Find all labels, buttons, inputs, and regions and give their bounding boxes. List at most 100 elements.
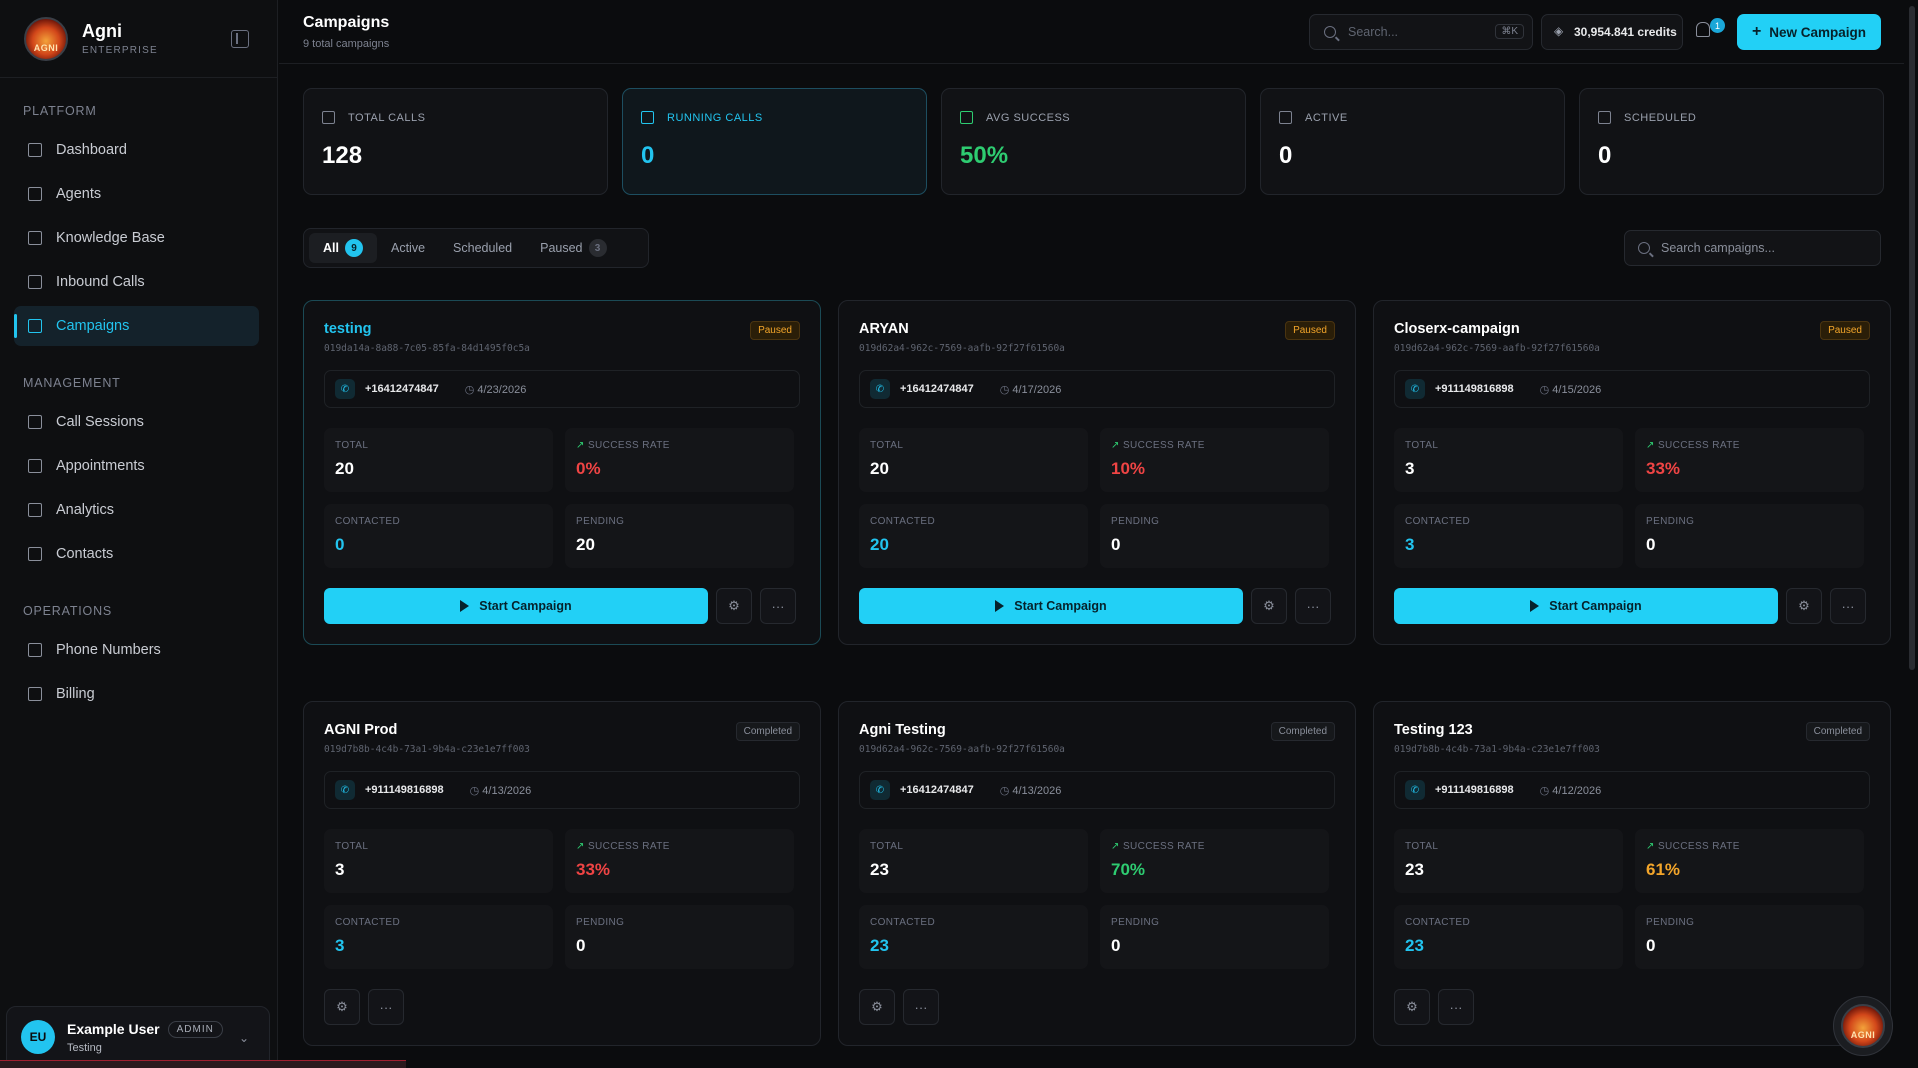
settings-button[interactable]: ⚙ [324,989,360,1025]
bell-icon[interactable] [1696,22,1710,37]
more-button[interactable]: ··· [903,989,939,1025]
metric-contacted: CONTACTED 23 [859,905,1088,969]
credits-badge[interactable]: 30,954.841 credits [1541,14,1683,50]
chart-icon [28,503,42,517]
more-button[interactable]: ··· [368,989,404,1025]
more-icon: ··· [914,999,928,1015]
more-button[interactable]: ··· [1295,588,1331,624]
campaign-name[interactable]: testing [324,321,372,337]
search-icon [1638,242,1650,254]
status-badge: Paused [1820,321,1870,340]
brand-name: Agni [82,21,122,41]
users-icon [28,187,42,201]
metric-total: TOTAL 3 [324,829,553,893]
campaign-name[interactable]: Testing 123 [1394,722,1473,738]
metric-contacted: CONTACTED 3 [1394,504,1623,568]
sidebar-item-agents[interactable]: Agents [14,174,259,214]
gear-icon: ⚙ [336,999,348,1014]
page-title: Campaigns [303,14,390,31]
tab-all[interactable]: All 9 [309,233,377,263]
metric-success-rate: SUCCESS RATE 33% [1635,428,1864,492]
tab-paused[interactable]: Paused 3 [526,233,620,263]
settings-button[interactable]: ⚙ [1251,588,1287,624]
calendar-icon [1279,111,1292,124]
phone-icon: ✆ [335,780,355,800]
campaign-id: 019d7b8b-4c4b-73a1-9b4a-c23e1e7ff003 [324,744,530,755]
new-campaign-button[interactable]: + New Campaign [1737,14,1881,50]
campaign-metrics: TOTAL 3 SUCCESS RATE 33% CONTACTED 3 PEN… [1394,428,1870,568]
settings-button[interactable]: ⚙ [716,588,752,624]
metric-contacted: CONTACTED 0 [324,504,553,568]
sidebar-item-billing[interactable]: Billing [14,674,259,714]
play-icon [995,600,1005,612]
global-search-input[interactable]: Search... ⌘K [1309,14,1533,50]
more-icon: ··· [1449,999,1463,1015]
campaign-card[interactable]: Testing 123 019d7b8b-4c4b-73a1-9b4a-c23e… [1373,701,1891,1046]
campaign-actions: ⚙ ··· [859,989,1335,1025]
filter-tabs: All 9 Active Scheduled Paused 3 [303,228,649,268]
sidebar-item-analytics[interactable]: Analytics [14,490,259,530]
gear-icon: ⚙ [728,598,740,613]
campaign-meta: ✆ +16412474847 4/23/2026 [324,370,800,408]
scrollbar[interactable] [1907,0,1918,1068]
campaign-date: 4/13/2026 [1000,784,1061,797]
campaign-actions: Start Campaign ⚙ ··· [324,588,800,624]
phone-icon: ✆ [335,379,355,399]
metric-total: TOTAL 23 [1394,829,1623,893]
notification-count: 1 [1710,18,1725,33]
tab-active[interactable]: Active [390,241,426,255]
campaign-metrics: TOTAL 3 SUCCESS RATE 33% CONTACTED 3 PEN… [324,829,800,969]
campaign-card[interactable]: Closerx-campaign 019d62a4-962c-7569-aafb… [1373,300,1891,645]
campaign-phone: +911149816898 [1435,784,1514,796]
start-campaign-button[interactable]: Start Campaign [1394,588,1778,624]
sidebar-item-contacts[interactable]: Contacts [14,534,259,574]
more-button[interactable]: ··· [1438,989,1474,1025]
scroll-thumb[interactable] [1909,6,1915,670]
campaign-name[interactable]: Agni Testing [859,722,946,738]
campaign-name[interactable]: AGNI Prod [324,722,398,738]
campaign-card[interactable]: ARYAN 019d62a4-962c-7569-aafb-92f27f6156… [838,300,1356,645]
campaign-metrics: TOTAL 20 SUCCESS RATE 10% CONTACTED 20 P… [859,428,1335,568]
campaign-metrics: TOTAL 23 SUCCESS RATE 61% CONTACTED 23 P… [1394,829,1870,969]
grid-icon [28,143,42,157]
campaign-actions: Start Campaign ⚙ ··· [1394,588,1870,624]
phone-icon [28,643,42,657]
brand: AGNI Agni ENTERPRISE [0,0,277,78]
campaign-date: 4/17/2026 [1000,383,1061,396]
sidebar-item-campaigns[interactable]: Campaigns [14,306,259,346]
campaign-card[interactable]: testing 019da14a-8a88-7c05-85fa-84d1495f… [303,300,821,645]
campaign-id: 019da14a-8a88-7c05-85fa-84d1495f0c5a [324,343,530,354]
campaign-card[interactable]: AGNI Prod 019d7b8b-4c4b-73a1-9b4a-c23e1e… [303,701,821,1046]
assistant-launcher[interactable]: AGNI [1833,996,1893,1056]
campaign-card[interactable]: Agni Testing 019d62a4-962c-7569-aafb-92f… [838,701,1356,1046]
settings-button[interactable]: ⚙ [1786,588,1822,624]
more-button[interactable]: ··· [1830,588,1866,624]
metric-success-rate: SUCCESS RATE 33% [565,829,794,893]
sidebar-item-knowledge-base[interactable]: Knowledge Base [14,218,259,258]
phone-icon: ✆ [1405,780,1425,800]
start-campaign-button[interactable]: Start Campaign [324,588,708,624]
calendar-icon [1598,111,1611,124]
metric-success-rate: SUCCESS RATE 61% [1635,829,1864,893]
campaign-name[interactable]: Closerx-campaign [1394,321,1520,337]
campaign-id: 019d62a4-962c-7569-aafb-92f27f61560a [1394,343,1600,354]
user-name: Example User [67,1021,160,1037]
campaign-search-input[interactable]: Search campaigns... [1624,230,1881,266]
sidebar-item-dashboard[interactable]: Dashboard [14,130,259,170]
more-button[interactable]: ··· [760,588,796,624]
topbar: Campaigns 9 total campaigns Search... ⌘K… [279,0,1904,64]
sidebar-collapse-icon[interactable] [231,30,249,48]
settings-button[interactable]: ⚙ [1394,989,1430,1025]
sidebar-item-appointments[interactable]: Appointments [14,446,259,486]
start-campaign-button[interactable]: Start Campaign [859,588,1243,624]
user-menu[interactable]: EU Example User ADMIN Testing ⌄ [6,1006,270,1068]
sidebar-item-inbound-calls[interactable]: Inbound Calls [14,262,259,302]
campaign-meta: ✆ +911149816898 4/13/2026 [324,771,800,809]
sidebar-item-phone-numbers[interactable]: Phone Numbers [14,630,259,670]
settings-button[interactable]: ⚙ [859,989,895,1025]
tab-scheduled[interactable]: Scheduled [453,241,513,255]
status-badge: Paused [1285,321,1335,340]
campaign-name[interactable]: ARYAN [859,321,909,337]
sidebar-item-call-sessions[interactable]: Call Sessions [14,402,259,442]
campaign-metrics: TOTAL 20 SUCCESS RATE 0% CONTACTED 0 PEN… [324,428,800,568]
